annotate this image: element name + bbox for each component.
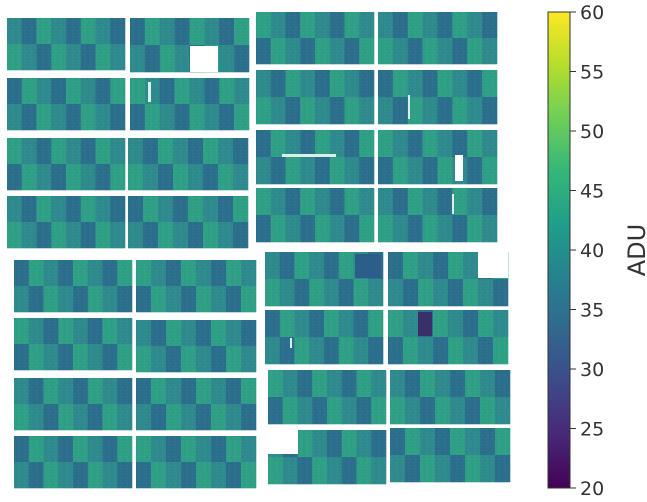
detector-noise xyxy=(130,18,249,72)
detector-module xyxy=(14,436,133,489)
detector-noise xyxy=(14,318,132,370)
colorbar: 20 25 30 35 40 45 50 55 60 ADU xyxy=(547,2,647,500)
detector-noise xyxy=(7,138,125,190)
detector-noise xyxy=(14,436,132,488)
detector-noise xyxy=(256,70,374,124)
detector-module xyxy=(378,130,498,185)
colorbar-ticks: 20 25 30 35 40 45 50 55 60 xyxy=(570,2,604,500)
detector-noise xyxy=(390,428,510,482)
masked-region xyxy=(355,254,381,278)
colorbar-tick-label: 45 xyxy=(580,181,604,203)
detector-module xyxy=(256,12,375,65)
detector-module xyxy=(256,70,375,125)
detector-noise xyxy=(390,370,510,424)
masked-region xyxy=(290,338,292,348)
colorbar-tick-label: 25 xyxy=(580,419,604,441)
detector-noise xyxy=(7,18,125,70)
detector-module xyxy=(388,310,509,365)
detector-module xyxy=(268,370,387,425)
detector-noise xyxy=(14,378,132,430)
detector-module xyxy=(378,12,498,65)
detector-module xyxy=(256,188,375,243)
detector-noise xyxy=(128,138,248,190)
detector-noise xyxy=(378,188,497,242)
detector-module xyxy=(7,196,126,249)
masked-region xyxy=(452,194,454,214)
detector-noise xyxy=(7,78,125,130)
colorbar-label: ADU xyxy=(623,224,647,276)
detector-module xyxy=(128,196,249,249)
detector-noise xyxy=(268,370,386,424)
masked-region xyxy=(408,95,410,119)
colorbar-tick-label: 50 xyxy=(580,121,604,143)
detector-module xyxy=(390,428,511,483)
detector-module xyxy=(14,260,133,313)
detector-noise xyxy=(265,310,383,364)
detector-noise xyxy=(378,70,497,124)
masked-region xyxy=(268,430,298,454)
detector-noise xyxy=(136,260,256,312)
colorbar-gradient xyxy=(547,11,571,489)
detector-noise xyxy=(256,12,374,64)
masked-region xyxy=(455,155,463,181)
detector-noise xyxy=(14,260,132,312)
detector-module xyxy=(256,130,375,185)
detector-module xyxy=(128,138,249,191)
detector-module xyxy=(136,320,257,373)
detector-module xyxy=(268,430,387,485)
detector-module xyxy=(136,436,257,489)
detector-noise xyxy=(128,196,248,248)
detector-module xyxy=(136,378,257,431)
colorbar-tick-label: 60 xyxy=(580,2,604,24)
colorbar-tick-label: 20 xyxy=(580,478,604,500)
detector-module xyxy=(14,318,133,371)
detector-module xyxy=(7,78,126,131)
detector-noise xyxy=(136,320,256,372)
colorbar-tick-label: 35 xyxy=(580,300,604,322)
detector-noise xyxy=(136,378,256,430)
detector-module xyxy=(7,18,126,71)
detector-noise xyxy=(7,196,125,248)
detector-module xyxy=(7,138,126,191)
detector-module xyxy=(390,370,511,425)
detector-module xyxy=(136,260,257,313)
masked-region xyxy=(190,46,218,72)
detector-module xyxy=(130,78,250,131)
detector-noise xyxy=(136,436,256,488)
colorbar-tick-label: 30 xyxy=(580,359,604,381)
detector-module xyxy=(265,310,384,365)
detector-noise xyxy=(378,12,497,64)
masked-region xyxy=(282,154,336,157)
colorbar-tick-label: 55 xyxy=(580,62,604,84)
detector-module xyxy=(378,70,498,125)
detector-noise xyxy=(378,130,497,184)
masked-region xyxy=(148,82,151,102)
masked-region xyxy=(418,312,432,336)
detector-module xyxy=(14,378,133,431)
detector-module xyxy=(130,18,250,73)
detector-noise xyxy=(256,188,374,242)
detector-noise xyxy=(388,310,508,364)
masked-region xyxy=(478,252,508,278)
detector-noise xyxy=(130,78,249,130)
detector-mosaic xyxy=(7,12,511,489)
detector-module xyxy=(378,188,498,243)
colorbar-tick-label: 40 xyxy=(580,240,604,262)
